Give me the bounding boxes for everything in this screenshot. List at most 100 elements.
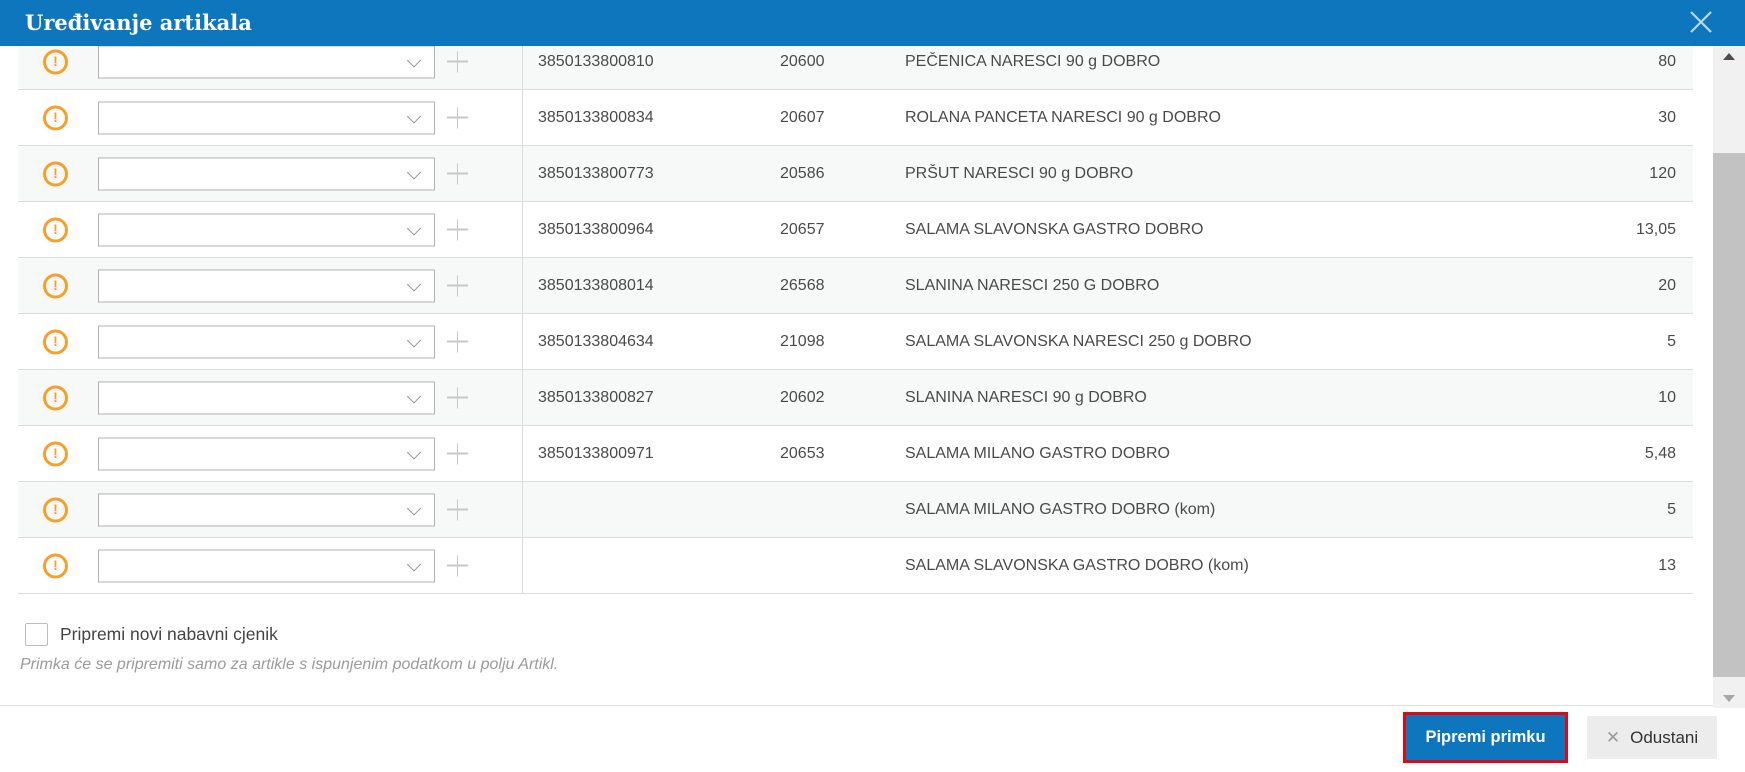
quantity-cell: 5 [1667,501,1676,518]
artikl-select[interactable] [98,325,435,358]
code-cell: 20586 [780,165,825,182]
table-row: 3850133800971 20653 SALAMA MILANO GASTRO… [18,426,1693,482]
warning-icon [43,385,68,410]
prepare-receipt-button-highlight: Pipremi primku [1403,712,1568,763]
close-icon[interactable] [1686,5,1716,39]
chevron-down-icon [406,276,422,292]
warning-icon [43,49,68,74]
warning-icon [43,161,68,186]
chevron-down-icon [406,108,422,124]
cancel-x-icon: ✕ [1605,728,1621,747]
code-cell: 20602 [780,389,825,406]
scroll-up-button[interactable] [1713,46,1745,66]
code-cell: 20607 [780,109,825,126]
quantity-cell: 80 [1658,53,1676,70]
barcode-cell: 3850133800810 [538,53,654,70]
cancel-button[interactable]: ✕ Odustani [1587,716,1717,759]
name-cell: PRŠUT NARESCI 90 g DOBRO [905,165,1134,182]
add-article-button[interactable] [447,387,468,408]
add-article-button[interactable] [447,219,468,240]
artikl-select[interactable] [98,269,435,302]
quantity-cell: 5 [1667,333,1676,350]
footer-divider [0,705,1745,706]
code-cell: 20600 [780,53,825,70]
code-cell: 21098 [780,333,825,350]
scroll-thumb[interactable] [1713,153,1745,677]
warning-icon [43,329,68,354]
name-cell: SALAMA MILANO GASTRO DOBRO (kom) [905,501,1216,518]
name-cell: SALAMA SLAVONSKA GASTRO DOBRO [905,221,1204,238]
warning-icon [43,217,68,242]
artikl-select[interactable] [98,493,435,526]
articles-table: 3850133800810 20600 PEČENICA NARESCI 90 … [18,34,1693,594]
table-row: SALAMA MILANO GASTRO DOBRO (kom) 5 [18,482,1693,538]
table-row: 3850133808014 26568 SLANINA NARESCI 250 … [18,258,1693,314]
add-article-button[interactable] [447,51,468,72]
table-row: SALAMA SLAVONSKA GASTRO DOBRO (kom) 13 [18,538,1693,594]
chevron-down-icon [406,332,422,348]
chevron-down-icon [406,164,422,180]
quantity-cell: 30 [1658,109,1676,126]
chevron-down-icon [406,444,422,460]
quantity-cell: 5,48 [1644,445,1676,462]
chevron-down-icon [406,500,422,516]
chevron-down-icon [406,556,422,572]
artikl-select[interactable] [98,213,435,246]
checkbox-label: Pripremi novi nabavni cjenik [60,624,278,644]
artikl-select[interactable] [98,45,435,78]
artikl-select[interactable] [98,549,435,582]
modal-title: Uređivanje artikala [25,10,252,35]
warning-icon [43,553,68,578]
artikl-select[interactable] [98,157,435,190]
name-cell: SALAMA MILANO GASTRO DOBRO [905,445,1170,462]
cancel-button-label: Odustani [1630,727,1699,747]
quantity-cell: 20 [1658,277,1676,294]
quantity-cell: 120 [1649,165,1676,182]
table-row: 3850133804634 21098 SALAMA SLAVONSKA NAR… [18,314,1693,370]
quantity-cell: 13 [1658,557,1676,574]
barcode-cell: 3850133800773 [538,165,654,182]
artikl-select[interactable] [98,381,435,414]
footer-note: Primka će se pripremiti samo za artikle … [20,656,559,673]
name-cell: PEČENICA NARESCI 90 g DOBRO [905,53,1161,70]
artikl-select[interactable] [98,101,435,134]
name-cell: SLANINA NARESCI 90 g DOBRO [905,389,1147,406]
scroll-down-button[interactable] [1713,688,1745,708]
warning-icon [43,497,68,522]
add-article-button[interactable] [447,275,468,296]
table-row: 3850133800964 20657 SALAMA SLAVONSKA GAS… [18,202,1693,258]
code-cell: 20653 [780,445,825,462]
prepare-receipt-button[interactable]: Pipremi primku [1406,715,1565,760]
chevron-down-icon [406,220,422,236]
add-article-button[interactable] [447,555,468,576]
add-article-button[interactable] [447,443,468,464]
code-cell: 26568 [780,277,825,294]
barcode-cell: 3850133800964 [538,221,654,238]
new-pricelist-checkbox[interactable] [25,623,48,646]
table-row: 3850133800834 20607 ROLANA PANCETA NARES… [18,90,1693,146]
barcode-cell: 3850133800834 [538,109,654,126]
vertical-scrollbar [1713,46,1745,708]
name-cell: ROLANA PANCETA NARESCI 90 g DOBRO [905,109,1221,126]
warning-icon [43,105,68,130]
table-row: 3850133800773 20586 PRŠUT NARESCI 90 g D… [18,146,1693,202]
quantity-cell: 13,05 [1635,221,1676,238]
quantity-cell: 10 [1658,389,1676,406]
column-divider [522,34,523,594]
barcode-cell: 3850133800971 [538,445,654,462]
add-article-button[interactable] [447,163,468,184]
chevron-down-icon [406,52,422,68]
add-article-button[interactable] [447,331,468,352]
chevron-down-icon [406,388,422,404]
modal-header: Uređivanje artikala [0,0,1745,46]
artikl-select[interactable] [98,437,435,470]
name-cell: SLANINA NARESCI 250 G DOBRO [905,277,1160,294]
add-article-button[interactable] [447,499,468,520]
code-cell: 20657 [780,221,825,238]
add-article-button[interactable] [447,107,468,128]
name-cell: SALAMA SLAVONSKA GASTRO DOBRO (kom) [905,557,1249,574]
warning-icon [43,273,68,298]
barcode-cell: 3850133800827 [538,389,654,406]
table-row: 3850133800827 20602 SLANINA NARESCI 90 g… [18,370,1693,426]
